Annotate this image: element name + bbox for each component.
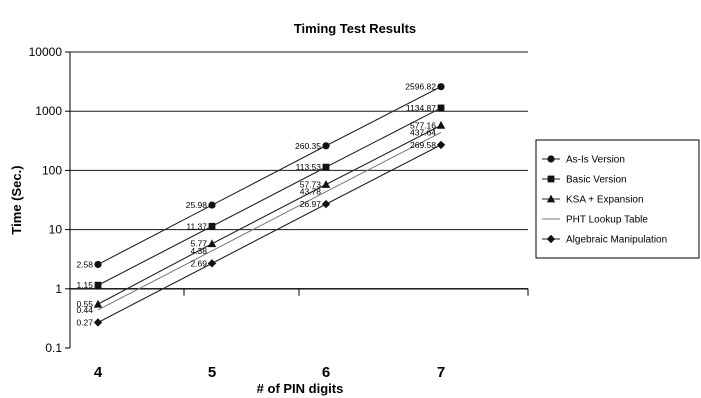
y-tick-label: 10000 bbox=[29, 45, 63, 59]
data-point bbox=[208, 201, 216, 209]
data-label: 25.98 bbox=[186, 200, 208, 210]
data-point bbox=[322, 163, 330, 171]
y-tick-label: 10 bbox=[49, 223, 63, 237]
legend-entry: Basic Version bbox=[566, 175, 627, 186]
legend-entry: As-Is Version bbox=[566, 155, 625, 166]
data-label: 269.58 bbox=[410, 140, 436, 150]
legend-box bbox=[535, 139, 700, 259]
legend: As-Is Version Basic Version KSA + Expansio… bbox=[535, 139, 700, 259]
data-point bbox=[207, 239, 217, 248]
y-tick-label: 0.1 bbox=[45, 341, 62, 355]
data-label: 2.58 bbox=[76, 259, 93, 269]
data-point bbox=[436, 140, 446, 150]
data-label: 0.55 bbox=[76, 299, 93, 309]
x-tick-label: 6 bbox=[322, 364, 330, 381]
legend-marker bbox=[547, 155, 555, 163]
data-label: 26.97 bbox=[300, 199, 322, 209]
y-tick-label: 100 bbox=[42, 163, 62, 177]
plot-area: 0.1 1 10 100 1000 10000 4 5 6 7 2.58 25.98 260.35 259… bbox=[29, 45, 529, 381]
data-label: 1134.87 bbox=[406, 103, 436, 113]
data-label: 577.16 bbox=[410, 120, 436, 130]
data-label: 5.77 bbox=[190, 239, 207, 249]
series-line-3 bbox=[97, 132, 442, 311]
y-axis-title: Time (Sec.) bbox=[9, 165, 24, 234]
data-point bbox=[436, 120, 446, 129]
legend-marker bbox=[546, 234, 556, 244]
legend-entry: PHT Lookup Table bbox=[566, 215, 648, 226]
data-label: 4.38 bbox=[190, 246, 207, 256]
series-line-4 bbox=[97, 144, 442, 323]
x-tick-label: 7 bbox=[437, 364, 445, 381]
x-axis-title: # of PIN digits bbox=[257, 381, 344, 396]
data-label: 1.15 bbox=[76, 280, 93, 290]
data-point bbox=[208, 222, 216, 230]
chart-title: Timing Test Results bbox=[294, 21, 416, 36]
data-label: 57.73 bbox=[300, 180, 322, 190]
data-label: 0.27 bbox=[76, 317, 93, 327]
series-line-1 bbox=[97, 107, 442, 286]
data-label: 2.69 bbox=[190, 258, 207, 268]
legend-marker bbox=[546, 194, 556, 203]
data-point bbox=[437, 104, 445, 112]
data-label: 113.53 bbox=[296, 162, 322, 172]
data-point bbox=[321, 180, 331, 188]
data-point bbox=[93, 318, 103, 327]
data-point bbox=[94, 281, 102, 289]
series-line-0 bbox=[97, 86, 442, 265]
series-line-2 bbox=[97, 124, 442, 305]
data-label: 260.35 bbox=[295, 141, 321, 151]
data-point bbox=[322, 142, 330, 150]
x-tick-label: 4 bbox=[94, 364, 103, 381]
data-label: 437.64 bbox=[410, 127, 436, 137]
data-label: 43.78 bbox=[300, 187, 322, 197]
x-tick-label: 5 bbox=[208, 364, 216, 381]
data-point bbox=[207, 259, 217, 268]
legend-entry: Algebraic Manipulation bbox=[566, 235, 667, 246]
data-label: 11.37 bbox=[186, 221, 207, 231]
legend-marker bbox=[547, 175, 555, 183]
legend-entry: KSA + Expansion bbox=[566, 195, 644, 206]
y-tick-label: 1 bbox=[55, 282, 62, 296]
data-point bbox=[437, 83, 445, 91]
data-point bbox=[93, 299, 103, 308]
data-label: 0.44 bbox=[76, 305, 93, 315]
data-label: 2596.82 bbox=[405, 82, 436, 92]
data-point bbox=[321, 199, 331, 209]
y-tick-label: 1000 bbox=[35, 104, 62, 118]
data-point bbox=[94, 260, 102, 269]
